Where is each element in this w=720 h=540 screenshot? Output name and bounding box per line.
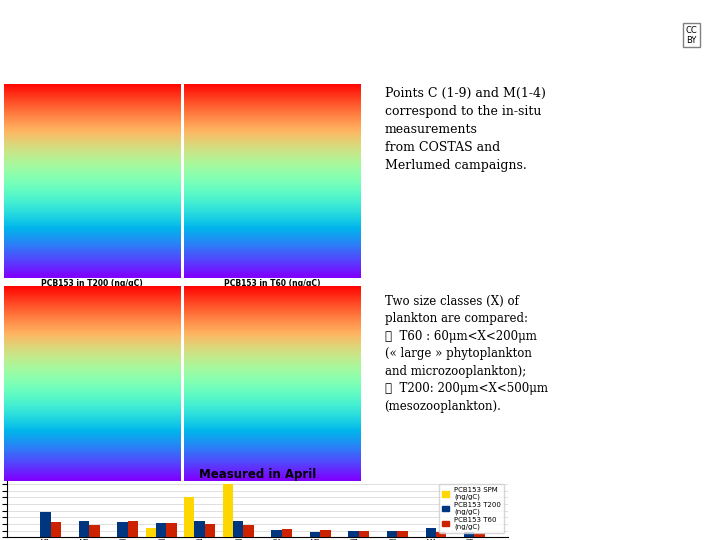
Bar: [387, 531, 397, 537]
Bar: [145, 528, 156, 537]
Bar: [79, 521, 89, 537]
Bar: [194, 521, 204, 537]
Bar: [243, 525, 253, 537]
Bar: [89, 525, 99, 537]
X-axis label: PCB153 in SPM (ng/gC): PCB153 in SPM (ng/gC): [42, 482, 142, 491]
Bar: [204, 524, 215, 537]
Bar: [464, 532, 474, 537]
Bar: [184, 497, 194, 537]
Text: Points C (1-9) and M(1-4)
correspond to the in-situ
measurements
from COSTAS and: Points C (1-9) and M(1-4) correspond to …: [384, 87, 546, 172]
Bar: [233, 521, 243, 537]
X-axis label: PCB153 in T200 (ng/gC): PCB153 in T200 (ng/gC): [41, 280, 143, 288]
Bar: [282, 529, 292, 537]
Text: in-situ data (mean over 20m under the free surface): in-situ data (mean over 20m under the fr…: [95, 52, 567, 70]
Bar: [348, 531, 359, 537]
Bar: [474, 534, 485, 537]
Legend: PCB153 SPM
(ng/gC), PCB153 T200
(ng/gC), PCB153 T60
(ng/gC): PCB153 SPM (ng/gC), PCB153 T200 (ng/gC),…: [439, 484, 504, 533]
Bar: [166, 523, 176, 537]
Bar: [222, 484, 233, 537]
Bar: [156, 523, 166, 537]
Bar: [397, 531, 408, 537]
Bar: [40, 512, 50, 537]
Text: PCB153. Spatial PCB distribution: modeled and measured: PCB153. Spatial PCB distribution: modele…: [40, 13, 623, 31]
Bar: [271, 530, 282, 537]
Bar: [359, 531, 369, 537]
Bar: [127, 521, 138, 537]
Text: Two size classes (X) of
plankton are compared:
✔  T60 : 60μm<X<200μm
(« large » : Two size classes (X) of plankton are com…: [384, 295, 548, 413]
Bar: [436, 532, 446, 537]
X-axis label: PCB153 in Diss. (pg/l): PCB153 in Diss. (pg/l): [225, 482, 318, 491]
Bar: [310, 532, 320, 537]
Bar: [426, 528, 436, 537]
Bar: [50, 522, 61, 537]
Text: CC
BY: CC BY: [685, 25, 697, 45]
Bar: [117, 522, 127, 537]
Bar: [320, 530, 330, 537]
Title: Measured in April: Measured in April: [199, 468, 316, 481]
X-axis label: PCB153 in T60 (ng/gC): PCB153 in T60 (ng/gC): [223, 280, 320, 288]
